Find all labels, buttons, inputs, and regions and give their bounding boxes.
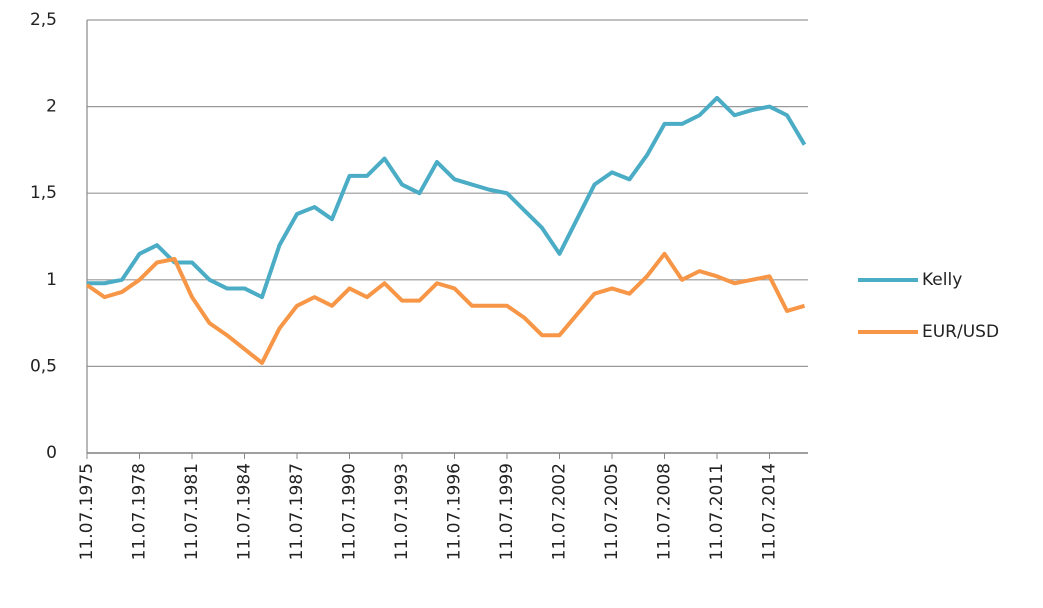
series-line [85,251,806,365]
legend-label: Kelly [922,270,962,290]
y-tick-label: 2 [46,97,57,117]
x-tick-label: 11.07.1999 [497,463,517,560]
x-tick-label: 11.07.1987 [287,463,307,560]
y-tick-label: 2,5 [30,10,57,30]
x-tick-label: 11.07.2008 [655,463,675,560]
x-tick-label: 11.07.2002 [550,463,570,560]
x-tick-label: 11.07.2011 [707,463,727,560]
x-tick-label: 11.07.2005 [602,463,622,560]
series-line [87,95,807,300]
x-tick-label: 11.07.2014 [760,463,780,560]
x-tick-label: 11.07.1984 [235,463,255,560]
x-tick-label: 11.07.1978 [130,463,150,560]
x-tick-label: 11.07.1981 [182,463,202,560]
legend-label: EUR/USD [922,322,999,342]
y-tick-label: 0 [46,443,57,463]
y-tick-label: 1 [46,270,57,290]
y-tick-label: 1,5 [30,183,57,203]
x-tick-label: 11.07.1990 [340,463,360,560]
x-tick-label: 11.07.1996 [445,463,465,560]
x-tick-label: 11.07.1993 [392,463,412,560]
x-tick-label: 11.07.1975 [77,463,97,560]
y-tick-label: 0,5 [30,356,57,376]
